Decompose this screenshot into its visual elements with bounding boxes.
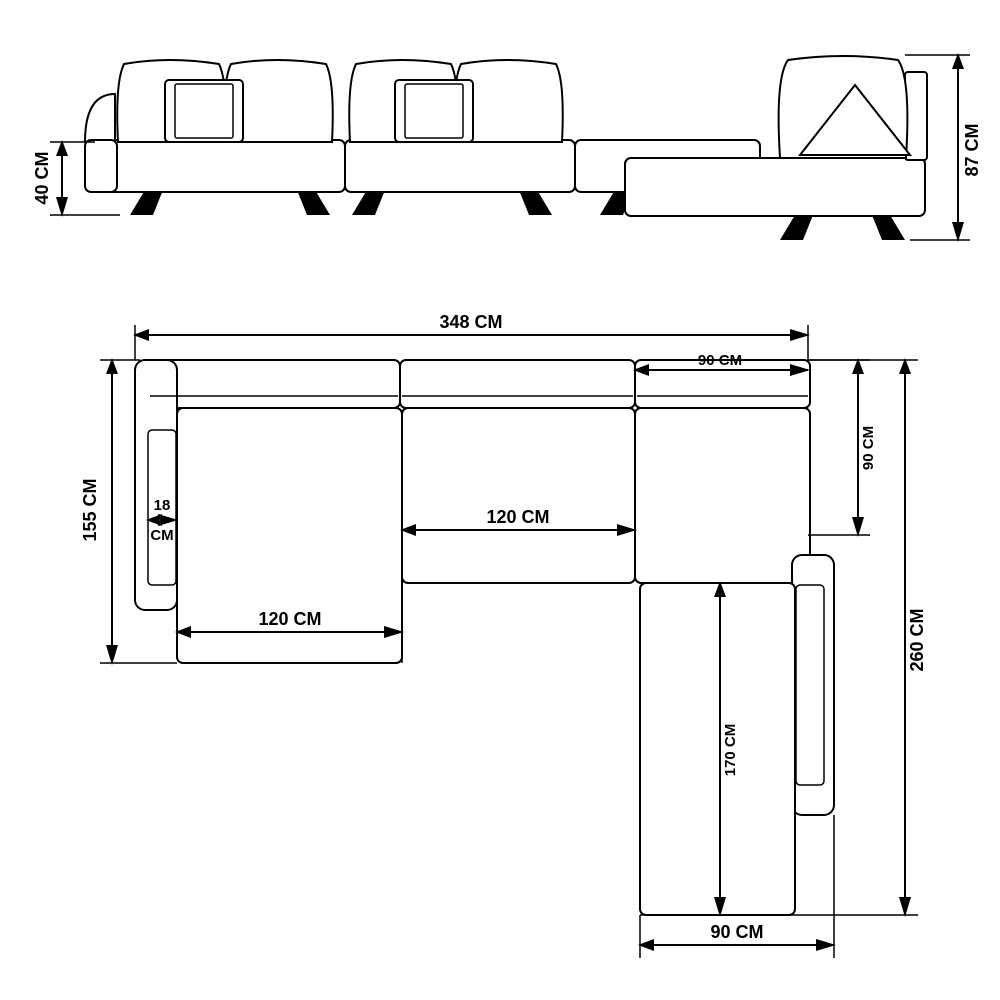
dim-right-chaise-length: 170 CM xyxy=(722,724,739,777)
dim-arm-width-1: 18 xyxy=(154,497,171,514)
dim-total-width: 348 CM xyxy=(439,312,502,332)
dim-total-depth: 260 CM xyxy=(907,608,927,671)
dim-corner-back-width: 90 CM xyxy=(698,352,742,369)
dim-arm-width-2: CM xyxy=(150,527,173,544)
dim-corner-back-depth: 90 CM xyxy=(860,426,877,470)
dim-left-seat: 120 CM xyxy=(258,609,321,629)
top-view: 348 CM 90 CM 155 CM 18 CM 120 CM 120 CM … xyxy=(80,312,927,958)
dim-chaise-depth: 155 CM xyxy=(80,478,100,541)
dim-mid-seat: 120 CM xyxy=(486,507,549,527)
dim-seat-height: 40 CM xyxy=(32,151,52,204)
dim-right-chaise-width: 90 CM xyxy=(710,922,763,942)
front-view: 40 CM 87 CM xyxy=(32,55,982,240)
dim-total-height: 87 CM xyxy=(962,123,982,176)
dimension-diagram: 40 CM 87 CM 348 CM 90 CM 155 CM 18 CM 12 xyxy=(0,0,1000,1000)
